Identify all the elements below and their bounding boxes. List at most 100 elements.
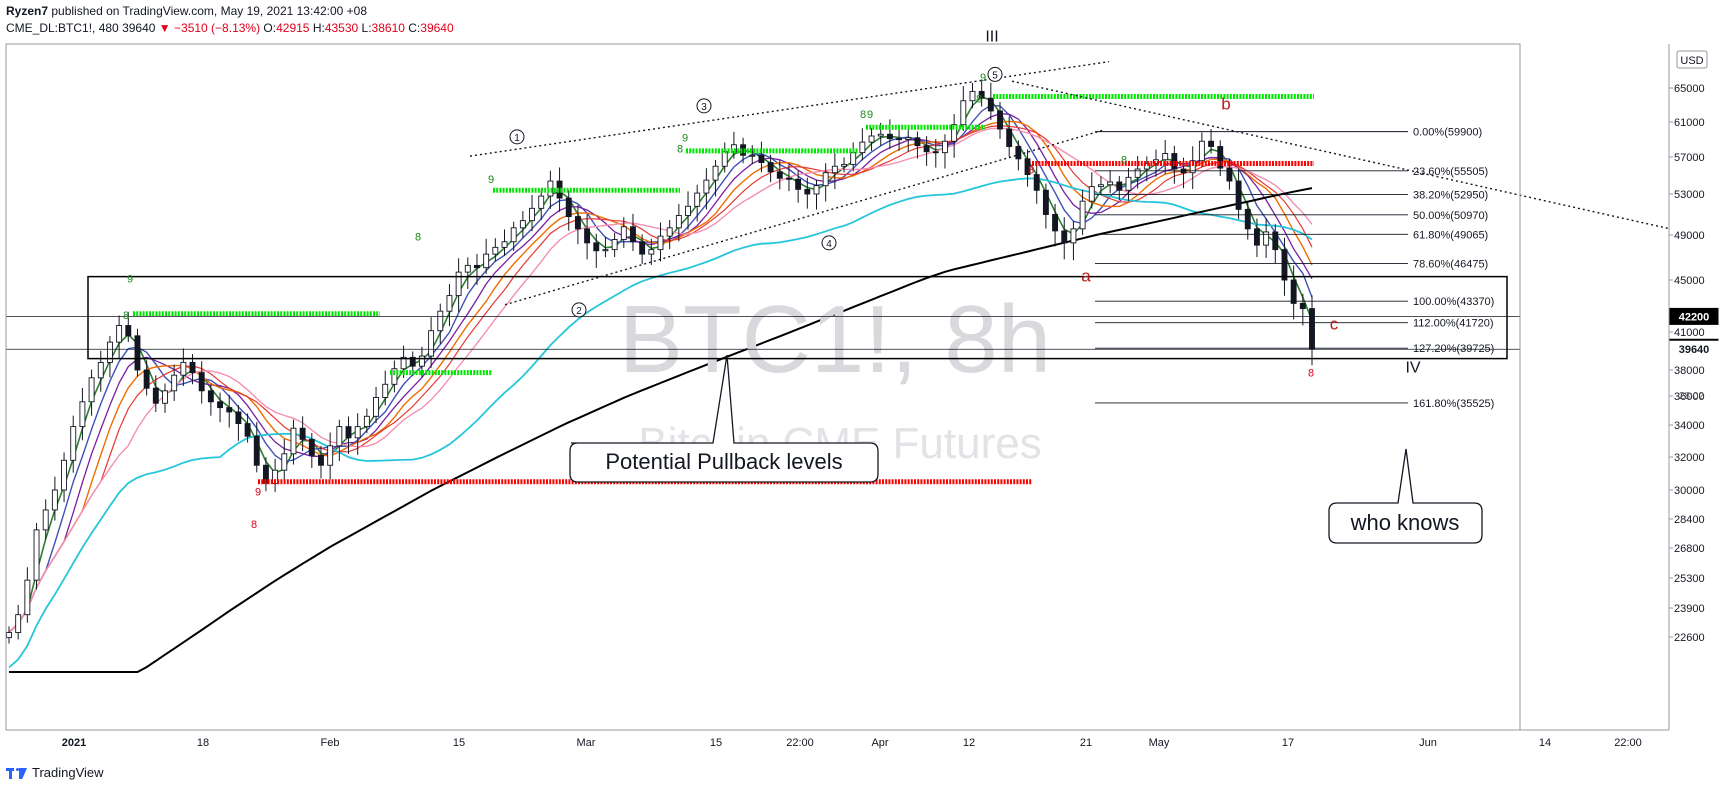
- candle-down: [997, 110, 1003, 130]
- candle-up: [327, 445, 334, 466]
- candle-up: [51, 489, 58, 511]
- candle-up: [501, 241, 508, 248]
- candle-up: [749, 154, 756, 157]
- y-tick-label: 22600: [1674, 632, 1705, 644]
- candle-up: [850, 152, 857, 165]
- candle-up: [1088, 186, 1095, 202]
- bar-countdown: 28:02: [1679, 391, 1704, 402]
- wave-label: 4: [826, 239, 832, 250]
- callout-bubble: [569, 354, 879, 483]
- candle-up: [703, 179, 710, 194]
- candle-up: [15, 614, 22, 633]
- trendline: [504, 129, 1105, 306]
- wave-label-circle-icon: [571, 302, 587, 318]
- signal-count-green: 9: [867, 109, 873, 121]
- signal-count-green: 9: [682, 132, 688, 144]
- candle-down: [1217, 146, 1224, 169]
- candle-up: [969, 90, 976, 102]
- y-tick-label: 30000: [1674, 485, 1705, 497]
- x-tick-label: 15: [453, 737, 465, 749]
- candle-up: [666, 227, 673, 237]
- wave-label: 2: [576, 306, 582, 317]
- currency-label: USD: [1680, 55, 1703, 67]
- open-value: 42915: [276, 21, 310, 35]
- candle-down: [630, 226, 636, 243]
- candle-down: [1061, 230, 1068, 244]
- candle-up: [281, 453, 288, 471]
- tradingview-brand-text: TradingView: [32, 765, 104, 780]
- candle-up: [611, 239, 618, 251]
- candle-up: [373, 397, 379, 417]
- moving-average-cyan: [8, 177, 1313, 669]
- candle-up: [79, 401, 86, 428]
- candle-down: [207, 390, 214, 403]
- y-tick-label: 36000: [1674, 391, 1705, 403]
- callout-text: who knows: [1350, 510, 1460, 535]
- author-name[interactable]: Ryzen7: [6, 4, 49, 18]
- y-tick-label: 61000: [1674, 117, 1705, 129]
- candle-up: [951, 124, 958, 142]
- y-tick-label: 34000: [1674, 420, 1705, 432]
- candle-up: [180, 361, 187, 376]
- candle-up: [492, 246, 499, 255]
- x-tick-label: 2021: [62, 737, 86, 749]
- candle-up: [363, 415, 370, 428]
- candle-down: [896, 138, 903, 141]
- wave-label-circle-icon: [509, 129, 525, 145]
- low-value: 38610: [371, 21, 405, 35]
- candle-down: [886, 133, 893, 140]
- candle-down: [1281, 249, 1288, 281]
- y-tick-label: 38000: [1674, 365, 1705, 377]
- y-tick-label: 26800: [1674, 543, 1705, 555]
- candle-up: [685, 205, 691, 216]
- candle-down: [1033, 174, 1040, 191]
- y-tick-label: 65000: [1674, 83, 1705, 95]
- signal-count-red: 8: [251, 519, 257, 531]
- fib-level-label: 112.00%(41720): [1413, 318, 1494, 330]
- wave-label: 3: [701, 102, 707, 113]
- wave-label: a: [1081, 266, 1091, 285]
- candle-up: [1070, 228, 1077, 244]
- x-tick-label: Apr: [871, 737, 888, 749]
- candle-up: [106, 341, 113, 363]
- y-tick-label: 49000: [1674, 230, 1705, 242]
- candle-up: [730, 144, 737, 153]
- candle-down: [593, 242, 600, 252]
- signal-count-red: 9: [255, 486, 261, 498]
- candle-down: [1290, 279, 1297, 304]
- candle-down: [198, 372, 205, 392]
- wave-label: 1: [514, 133, 520, 144]
- candle-down: [253, 435, 260, 466]
- wave-label-circle-icon: [821, 235, 837, 251]
- last-price: 39640: [122, 21, 156, 35]
- y-tick-label: 25300: [1674, 573, 1705, 585]
- candle-down: [932, 151, 939, 154]
- candle-up: [813, 185, 820, 195]
- candle-up: [162, 390, 168, 404]
- candle-up: [290, 427, 297, 455]
- candle-down: [308, 438, 315, 456]
- candle-up: [648, 249, 655, 255]
- candle-down: [474, 264, 480, 269]
- candle-down: [1042, 189, 1049, 215]
- candle-down: [776, 171, 783, 179]
- candle-down: [1235, 180, 1242, 210]
- price-label: 42200: [1679, 311, 1710, 323]
- signal-count-red: 8: [1308, 368, 1314, 380]
- candle-up: [354, 426, 361, 439]
- fib-level-label: 38.20%(52950): [1413, 190, 1488, 202]
- watermark-symbol: BTC1!, 8h: [619, 286, 1051, 393]
- candle-down: [1006, 128, 1013, 147]
- signal-count-green: 8: [677, 144, 683, 156]
- candle-down: [639, 241, 646, 255]
- open-label: O:: [263, 21, 277, 35]
- candle-down: [978, 90, 985, 99]
- candle-up: [446, 295, 453, 312]
- publish-text: published on TradingView.com, May 19, 20…: [48, 4, 368, 18]
- candle-up: [510, 227, 517, 243]
- candle-down: [914, 137, 921, 147]
- candle-up: [418, 355, 425, 367]
- signal-count-green: 8: [1121, 154, 1127, 166]
- price-label-box: [1669, 307, 1719, 325]
